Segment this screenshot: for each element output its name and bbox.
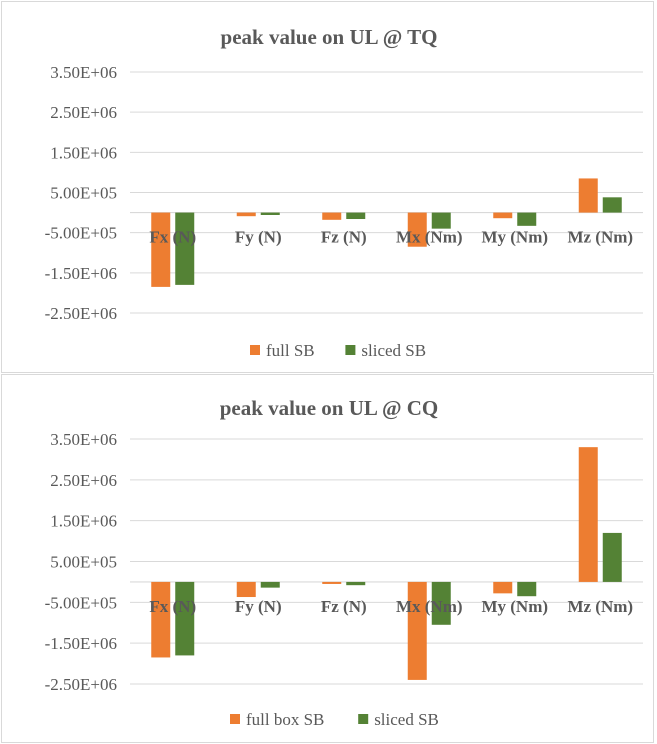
bar-sliced-sb <box>346 581 366 586</box>
y-tick-label: -5.00E+05 <box>45 224 117 243</box>
bar-sliced-sb <box>260 581 280 588</box>
y-tick-label: -5.00E+05 <box>45 593 117 612</box>
category-label: My (Nm) <box>481 597 548 616</box>
category-label: Mz (Nm) <box>567 228 633 247</box>
bar-full-box-sb <box>407 581 427 680</box>
category-label: Fz (N) <box>321 597 367 616</box>
bar-full-box-sb <box>322 581 342 584</box>
chart-title: peak value on UL @ CQ <box>220 396 439 420</box>
bar-sliced-sb <box>346 212 366 220</box>
bar-sliced-sb <box>517 212 537 226</box>
chart-cq-svg: peak value on UL @ CQ 3.50E+06 2.50E+06 1.5… <box>45 396 643 729</box>
legend-swatch <box>250 345 260 355</box>
chart-tq-svg: peak value on UL @ TQ 3.50E+06 2.50E+06 1.5… <box>45 25 643 360</box>
bar-sliced-sb <box>602 197 622 213</box>
bar-sliced-sb <box>175 212 195 285</box>
legend-swatch <box>230 714 240 724</box>
category-label: Mx (Nm) <box>396 597 463 616</box>
y-tick-label: 2.50E+06 <box>50 103 117 122</box>
bar-full-box-sb <box>493 581 513 594</box>
y-tick-label: 3.50E+06 <box>50 63 117 82</box>
bar-full-box-sb <box>151 581 171 658</box>
bar-full-sb <box>151 212 171 287</box>
bar-full-sb <box>578 178 598 213</box>
bar-sliced-sb <box>602 532 622 582</box>
y-tick-label: 5.00E+05 <box>50 184 117 203</box>
legend-label: full box SB <box>246 710 324 729</box>
y-tick-label: 1.50E+06 <box>50 512 117 531</box>
bar-sliced-sb <box>431 581 451 625</box>
y-tick-label: 3.50E+06 <box>50 430 117 449</box>
bar-full-box-sb <box>578 447 598 582</box>
category-label: Fx (N) <box>149 597 196 616</box>
chart-panel-tq: peak value on UL @ TQ 3.50E+06 2.50E+06 1.5… <box>1 1 654 373</box>
chart-title: peak value on UL @ TQ <box>221 25 438 49</box>
bar-sliced-sb <box>260 212 280 215</box>
chart-panel-cq: peak value on UL @ CQ 3.50E+06 2.50E+06 1.5… <box>1 374 654 743</box>
y-tick-label: 1.50E+06 <box>50 143 117 162</box>
y-tick-label: 5.00E+05 <box>50 553 117 572</box>
y-tick-label: 2.50E+06 <box>50 471 117 490</box>
category-label: Fz (N) <box>321 228 367 247</box>
legend-label: sliced SB <box>374 710 439 729</box>
y-tick-label: -1.50E+06 <box>45 264 117 283</box>
bar-full-sb <box>322 212 342 220</box>
legend: full SB sliced SB <box>250 341 426 360</box>
bar-full-sb <box>407 212 427 247</box>
bar-full-sb <box>236 212 256 217</box>
legend: full box SB sliced SB <box>230 710 439 729</box>
category-label: Mz (Nm) <box>567 597 633 616</box>
bar-sliced-sb <box>517 581 537 597</box>
bar-full-sb <box>493 212 513 219</box>
y-tick-label: -2.50E+06 <box>45 304 117 323</box>
legend-label: full SB <box>266 341 315 360</box>
category-label: Fx (N) <box>149 228 196 247</box>
y-tick-label: -1.50E+06 <box>45 634 117 653</box>
legend-swatch <box>358 714 369 724</box>
category-label: My (Nm) <box>481 228 548 247</box>
bar-sliced-sb <box>431 212 451 229</box>
category-label: Fy (N) <box>235 228 282 247</box>
legend-label: sliced SB <box>361 341 426 360</box>
y-tick-label: -2.50E+06 <box>45 675 117 694</box>
category-label: Fy (N) <box>235 597 282 616</box>
bar-full-box-sb <box>236 581 256 598</box>
bar-sliced-sb <box>175 581 195 656</box>
category-label: Mx (Nm) <box>396 228 463 247</box>
legend-swatch <box>345 345 356 355</box>
